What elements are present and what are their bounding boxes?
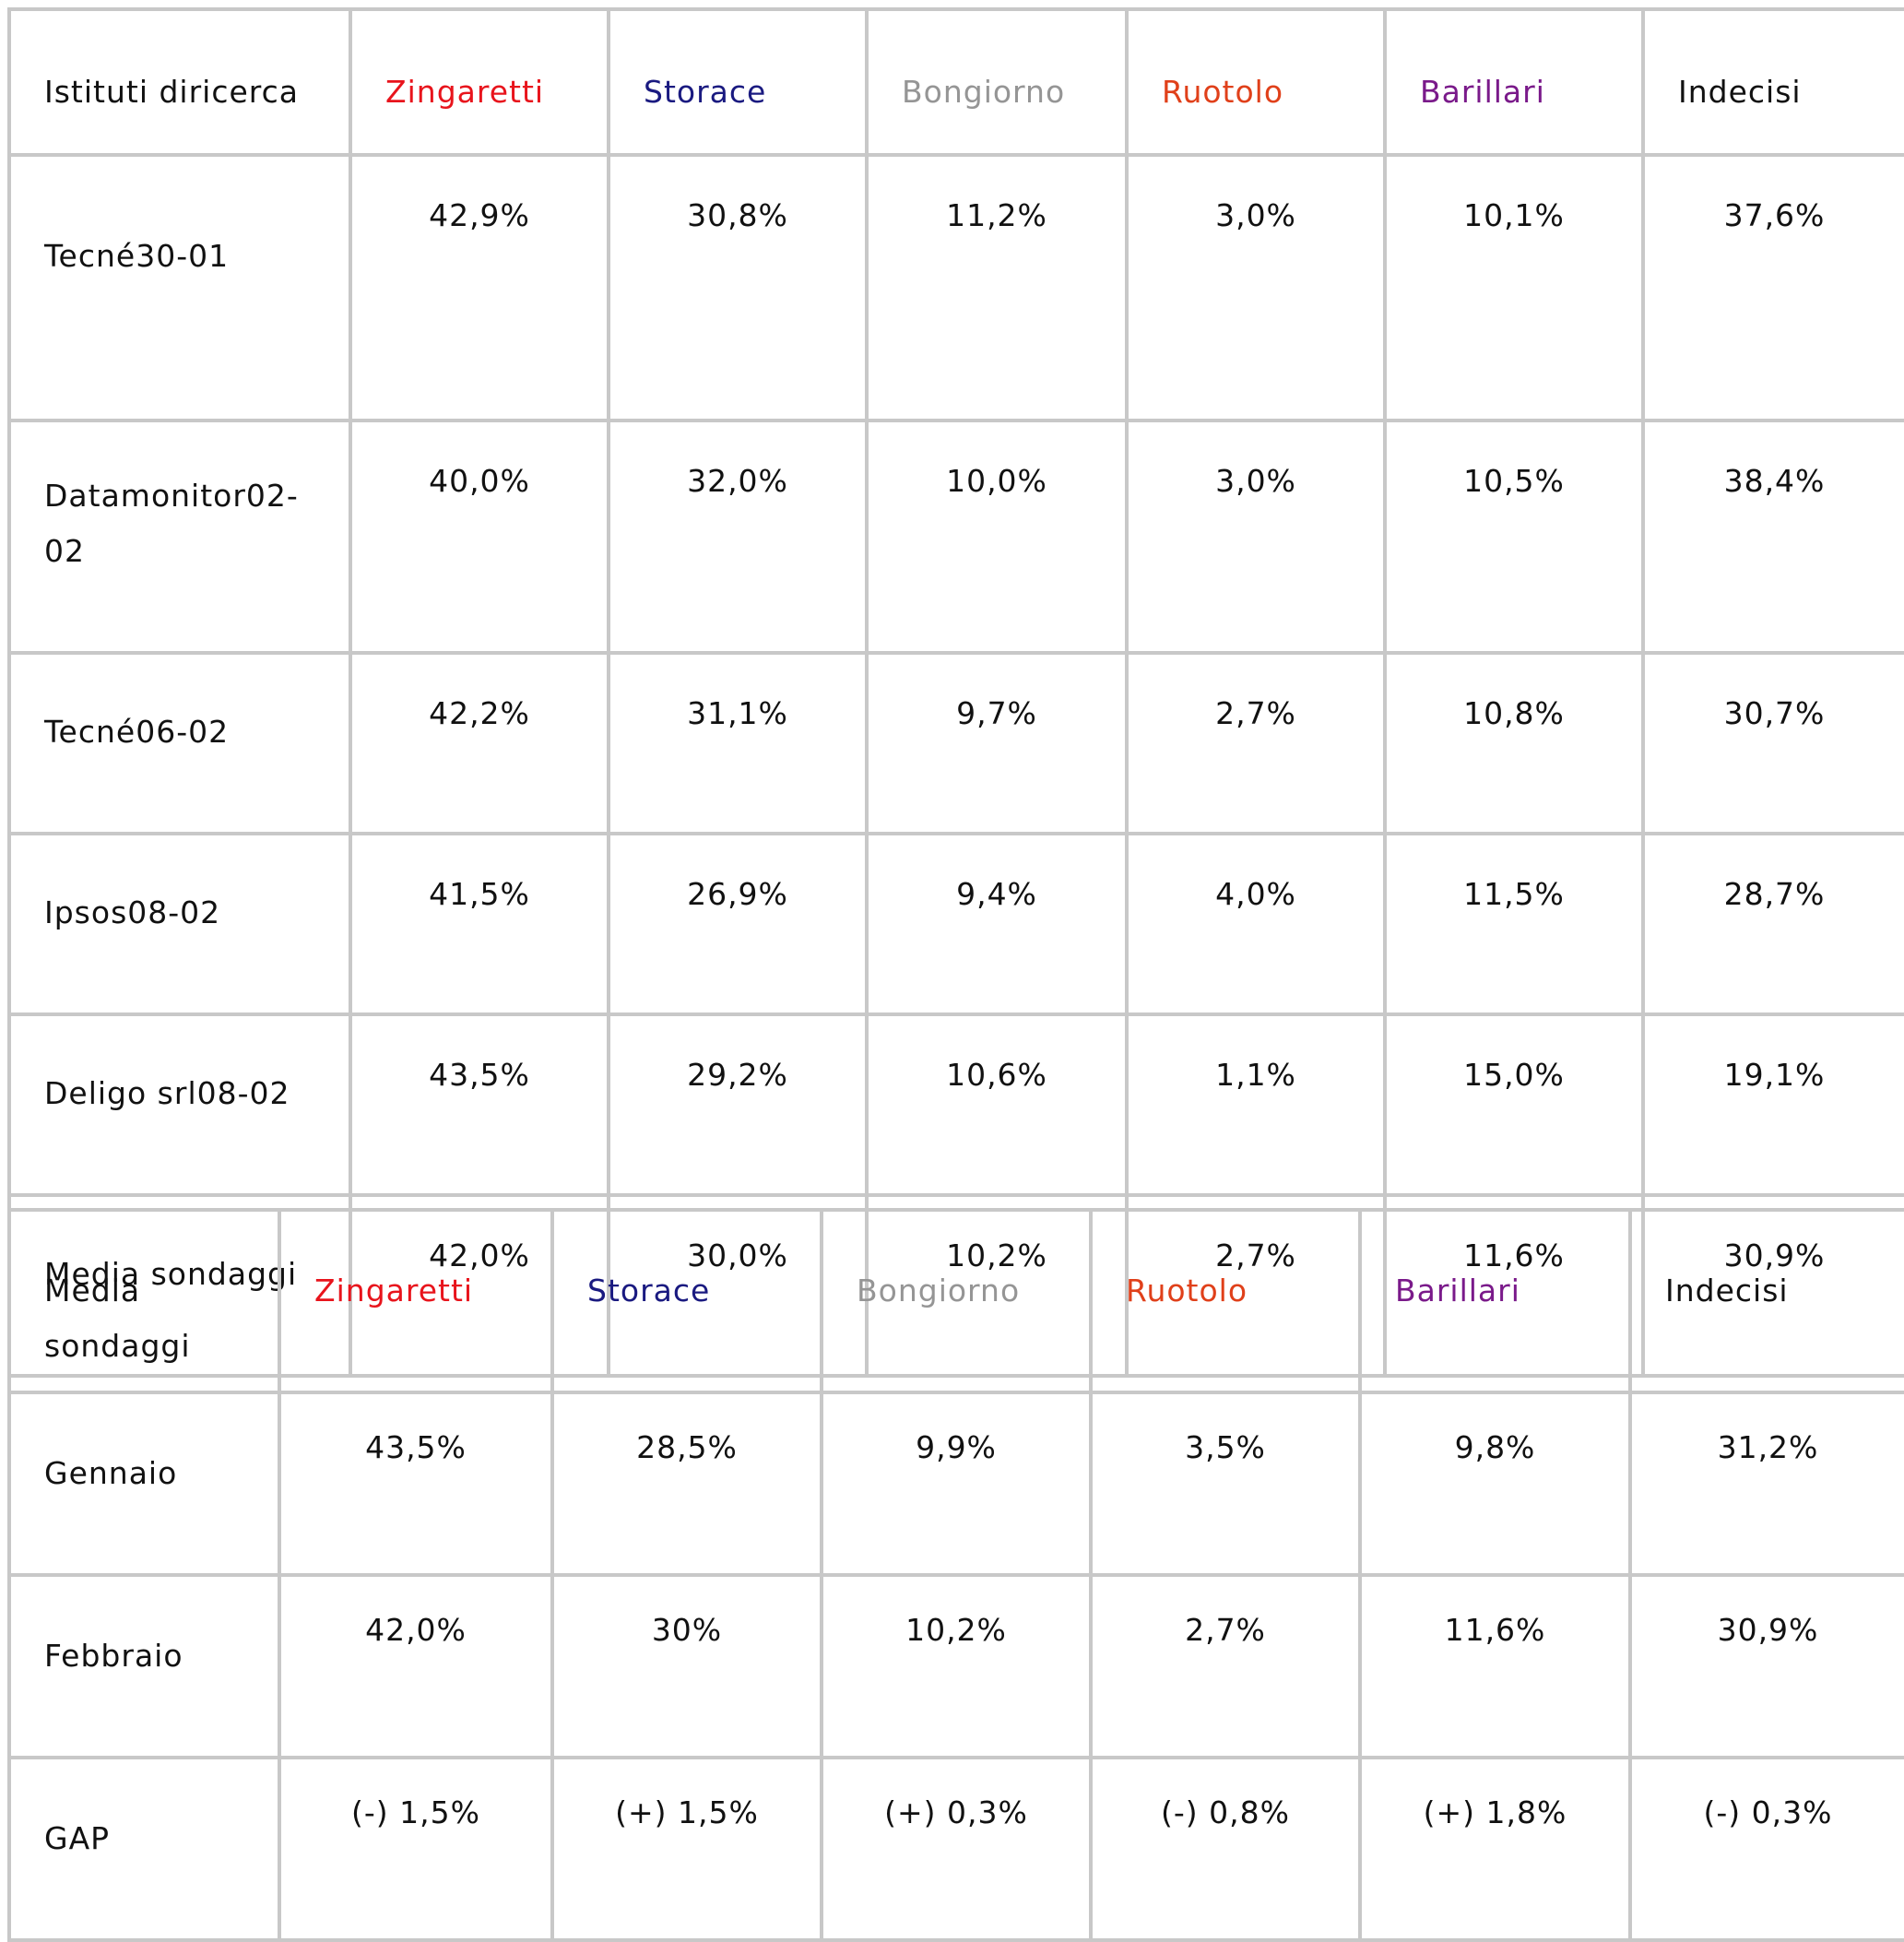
row-label: Tecné06-02 bbox=[7, 651, 352, 835]
cell-zingaretti: 43,5% bbox=[349, 1012, 610, 1197]
poll-average-table: Media sondaggi Zingaretti Storace Bongio… bbox=[7, 1208, 1904, 1942]
cell-storace: 26,9% bbox=[607, 832, 869, 1016]
table-row: GAP (-) 1,5% (+) 1,5% (+) 0,3% (-) 0,8% … bbox=[7, 1756, 1904, 1942]
cell-ruotolo: 2,7% bbox=[1125, 651, 1387, 835]
cell-zingaretti: 41,5% bbox=[349, 832, 610, 1016]
cell-bongiorno: 9,9% bbox=[820, 1391, 1093, 1577]
header-media-sondaggi: Media sondaggi bbox=[7, 1208, 281, 1394]
cell-bongiorno: 9,4% bbox=[865, 832, 1129, 1016]
cell-bongiorno: 11,2% bbox=[865, 153, 1129, 422]
cell-ruotolo: 4,0% bbox=[1125, 832, 1387, 1016]
header-zingaretti: Zingaretti bbox=[278, 1208, 554, 1394]
cell-indecisi: 30,7% bbox=[1641, 651, 1904, 835]
header-ruotolo: Ruotolo bbox=[1089, 1208, 1362, 1394]
cell-bongiorno: 9,7% bbox=[865, 651, 1129, 835]
cell-storace: 30% bbox=[550, 1573, 823, 1759]
header-indecisi: Indecisi bbox=[1641, 7, 1904, 157]
row-label: Gennaio bbox=[7, 1391, 281, 1577]
cell-storace: (+) 1,5% bbox=[550, 1756, 823, 1942]
header-bongiorno: Bongiorno bbox=[820, 1208, 1093, 1394]
table-row: Gennaio 43,5% 28,5% 9,9% 3,5% 9,8% 31,2% bbox=[7, 1391, 1904, 1577]
table-row: Deligo srl08-02 43,5% 29,2% 10,6% 1,1% 1… bbox=[7, 1012, 1904, 1197]
cell-barillari: 10,8% bbox=[1383, 651, 1645, 835]
cell-barillari: 10,1% bbox=[1383, 153, 1645, 422]
row-label: Tecné30-01 bbox=[7, 153, 352, 422]
table-row: Tecné30-01 42,9% 30,8% 11,2% 3,0% 10,1% … bbox=[7, 153, 1904, 422]
row-label: Ipsos08-02 bbox=[7, 832, 352, 1016]
row-label: GAP bbox=[7, 1756, 281, 1942]
header-storace: Storace bbox=[550, 1208, 823, 1394]
table-header-row: Media sondaggi Zingaretti Storace Bongio… bbox=[7, 1208, 1904, 1394]
cell-ruotolo: 3,0% bbox=[1125, 153, 1387, 422]
cell-indecisi: 28,7% bbox=[1641, 832, 1904, 1016]
cell-ruotolo: 1,1% bbox=[1125, 1012, 1387, 1197]
header-bongiorno: Bongiorno bbox=[865, 7, 1129, 157]
cell-storace: 29,2% bbox=[607, 1012, 869, 1197]
table-row: Tecné06-02 42,2% 31,1% 9,7% 2,7% 10,8% 3… bbox=[7, 651, 1904, 835]
cell-zingaretti: 40,0% bbox=[349, 419, 610, 655]
cell-ruotolo: 2,7% bbox=[1089, 1573, 1362, 1759]
cell-barillari: 11,5% bbox=[1383, 832, 1645, 1016]
cell-bongiorno: 10,0% bbox=[865, 419, 1129, 655]
cell-barillari: 9,8% bbox=[1358, 1391, 1632, 1577]
cell-storace: 32,0% bbox=[607, 419, 869, 655]
cell-bongiorno: (+) 0,3% bbox=[820, 1756, 1093, 1942]
table-header-row: Istituti diricerca Zingaretti Storace Bo… bbox=[7, 7, 1904, 157]
cell-indecisi: 19,1% bbox=[1641, 1012, 1904, 1197]
cell-zingaretti: 42,0% bbox=[278, 1573, 554, 1759]
cell-zingaretti: 43,5% bbox=[278, 1391, 554, 1577]
cell-storace: 30,8% bbox=[607, 153, 869, 422]
header-storace: Storace bbox=[607, 7, 869, 157]
cell-barillari: 10,5% bbox=[1383, 419, 1645, 655]
table-row: Datamonitor02-02 40,0% 32,0% 10,0% 3,0% … bbox=[7, 419, 1904, 655]
cell-ruotolo: (-) 0,8% bbox=[1089, 1756, 1362, 1942]
row-label: Datamonitor02-02 bbox=[7, 419, 352, 655]
row-label: Deligo srl08-02 bbox=[7, 1012, 352, 1197]
cell-indecisi: 30,9% bbox=[1628, 1573, 1904, 1759]
cell-storace: 31,1% bbox=[607, 651, 869, 835]
cell-indecisi: (-) 0,3% bbox=[1628, 1756, 1904, 1942]
header-ruotolo: Ruotolo bbox=[1125, 7, 1387, 157]
cell-indecisi: 38,4% bbox=[1641, 419, 1904, 655]
row-label: Febbraio bbox=[7, 1573, 281, 1759]
cell-indecisi: 31,2% bbox=[1628, 1391, 1904, 1577]
header-zingaretti: Zingaretti bbox=[349, 7, 610, 157]
cell-barillari: (+) 1,8% bbox=[1358, 1756, 1632, 1942]
cell-ruotolo: 3,5% bbox=[1089, 1391, 1362, 1577]
table-row: Febbraio 42,0% 30% 10,2% 2,7% 11,6% 30,9… bbox=[7, 1573, 1904, 1759]
cell-barillari: 11,6% bbox=[1358, 1573, 1632, 1759]
cell-zingaretti: (-) 1,5% bbox=[278, 1756, 554, 1942]
cell-zingaretti: 42,9% bbox=[349, 153, 610, 422]
cell-barillari: 15,0% bbox=[1383, 1012, 1645, 1197]
cell-bongiorno: 10,6% bbox=[865, 1012, 1129, 1197]
header-istituti: Istituti diricerca bbox=[7, 7, 352, 157]
poll-institutes-table: Istituti diricerca Zingaretti Storace Bo… bbox=[7, 7, 1904, 1378]
table-row: Ipsos08-02 41,5% 26,9% 9,4% 4,0% 11,5% 2… bbox=[7, 832, 1904, 1016]
cell-bongiorno: 10,2% bbox=[820, 1573, 1093, 1759]
header-barillari: Barillari bbox=[1383, 7, 1645, 157]
header-indecisi: Indecisi bbox=[1628, 1208, 1904, 1394]
cell-storace: 28,5% bbox=[550, 1391, 823, 1577]
cell-ruotolo: 3,0% bbox=[1125, 419, 1387, 655]
cell-zingaretti: 42,2% bbox=[349, 651, 610, 835]
header-barillari: Barillari bbox=[1358, 1208, 1632, 1394]
cell-indecisi: 37,6% bbox=[1641, 153, 1904, 422]
